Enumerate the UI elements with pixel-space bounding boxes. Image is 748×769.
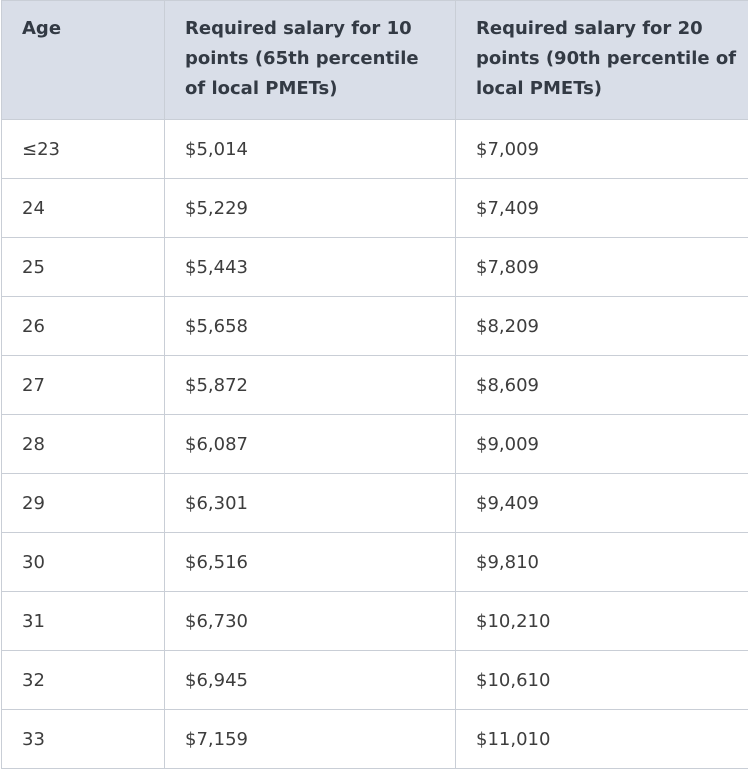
table-row: 24 $5,229 $7,409 (1, 178, 748, 238)
cell-salary-10-points: $6,301 (164, 473, 456, 533)
cell-salary-20-points: $8,209 (455, 296, 748, 356)
cell-age: 26 (1, 296, 165, 356)
cell-age: 29 (1, 473, 165, 533)
table-row: 27 $5,872 $8,609 (1, 355, 748, 415)
cell-salary-10-points: $6,945 (164, 650, 456, 710)
table-row: 33 $7,159 $11,010 (1, 709, 748, 769)
cell-salary-20-points: $9,409 (455, 473, 748, 533)
cell-salary-10-points: $5,658 (164, 296, 456, 356)
header-row: Age Required salary for 10 points (65th … (1, 0, 748, 120)
cell-salary-20-points: $7,009 (455, 119, 748, 179)
cell-salary-10-points: $6,516 (164, 532, 456, 592)
cell-salary-10-points: $7,159 (164, 709, 456, 769)
table-row: 31 $6,730 $10,210 (1, 591, 748, 651)
cell-age: 27 (1, 355, 165, 415)
cell-salary-10-points: $6,087 (164, 414, 456, 474)
header-salary-20-points: Required salary for 20 points (90th perc… (455, 0, 748, 120)
cell-age: 24 (1, 178, 165, 238)
cell-salary-20-points: $7,409 (455, 178, 748, 238)
table-header: Age Required salary for 10 points (65th … (1, 0, 748, 120)
table-row: 28 $6,087 $9,009 (1, 414, 748, 474)
cell-salary-20-points: $8,609 (455, 355, 748, 415)
cell-salary-10-points: $5,229 (164, 178, 456, 238)
table-row: ≤23 $5,014 $7,009 (1, 119, 748, 179)
cell-age: ≤23 (1, 119, 165, 179)
cell-salary-10-points: $6,730 (164, 591, 456, 651)
header-salary-10-points: Required salary for 10 points (65th perc… (164, 0, 456, 120)
cell-salary-20-points: $7,809 (455, 237, 748, 297)
table-row: 29 $6,301 $9,409 (1, 473, 748, 533)
cell-salary-10-points: $5,872 (164, 355, 456, 415)
cell-salary-10-points: $5,014 (164, 119, 456, 179)
cell-age: 31 (1, 591, 165, 651)
cell-salary-20-points: $10,610 (455, 650, 748, 710)
cell-age: 30 (1, 532, 165, 592)
cell-age: 33 (1, 709, 165, 769)
cell-salary-10-points: $5,443 (164, 237, 456, 297)
table-row: 25 $5,443 $7,809 (1, 237, 748, 297)
cell-age: 28 (1, 414, 165, 474)
table-row: 30 $6,516 $9,810 (1, 532, 748, 592)
cell-age: 25 (1, 237, 165, 297)
header-age: Age (1, 0, 165, 120)
cell-salary-20-points: $11,010 (455, 709, 748, 769)
cell-salary-20-points: $10,210 (455, 591, 748, 651)
cell-salary-20-points: $9,810 (455, 532, 748, 592)
table-body: ≤23 $5,014 $7,009 24 $5,229 $7,409 25 $5,443 $7,… (1, 119, 748, 769)
cell-age: 32 (1, 650, 165, 710)
table-row: 26 $5,658 $8,209 (1, 296, 748, 356)
cell-salary-20-points: $9,009 (455, 414, 748, 474)
table-row: 32 $6,945 $10,610 (1, 650, 748, 710)
